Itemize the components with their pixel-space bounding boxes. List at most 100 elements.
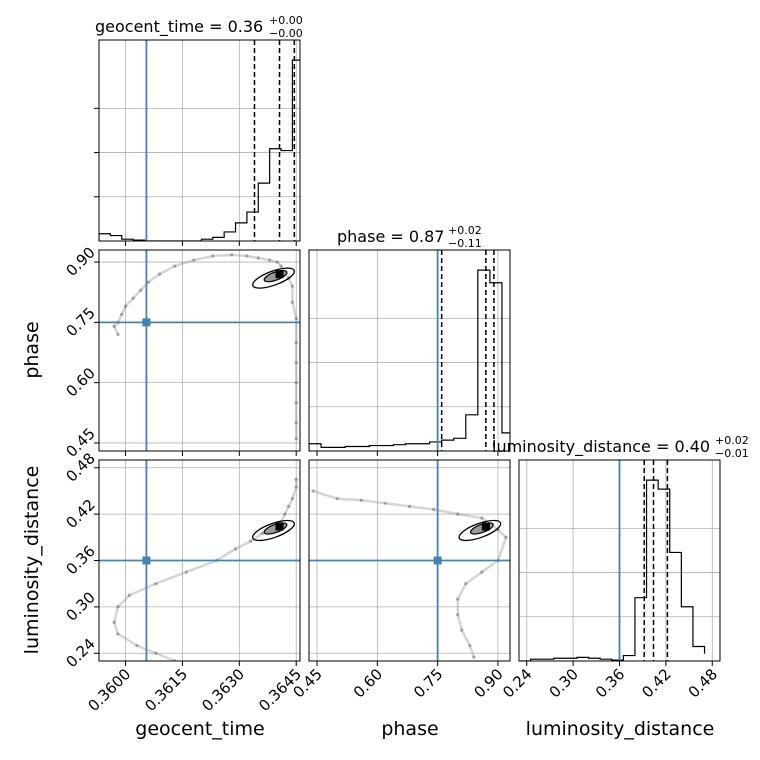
frames-layer — [98, 39, 721, 662]
panel-luminosity-distance-vs-geocent-time-sample-17 — [290, 497, 295, 501]
panel-luminosity-distance-vs-phase-sample-2 — [359, 498, 363, 502]
xtick-label-luminosity-distance-0: 0.24 — [499, 665, 535, 701]
ytick-label-phase-1: 0.60 — [62, 364, 98, 400]
panel-phase-vs-geocent-time-peak-marker — [275, 270, 284, 279]
panel-luminosity-distance-vs-phase-sample-4 — [407, 504, 412, 508]
panel-luminosity-distance-vs-geocent-time-group — [99, 460, 300, 661]
panel-luminosity-distance-vs-geocent-time-sample-6 — [127, 593, 131, 597]
panel-phase-vs-geocent-time-group — [99, 250, 300, 451]
panel-luminosity-distance-vs-phase-frame — [308, 459, 511, 662]
panel-luminosity-distance-vs-phase-truth-marker — [433, 556, 442, 565]
panel-phase-vs-geocent-time-sample-13 — [245, 254, 249, 258]
panel-phase-vs-geocent-time-sample-10 — [192, 258, 196, 262]
panel-luminosity-distance-vs-phase-sample-3 — [383, 501, 387, 505]
title-luminosity-distance: luminosity_distance = 0.40 — [492, 437, 710, 457]
title-luminosity-distance-median: 0.40 — [674, 437, 710, 456]
panel-luminosity-distance-vs-phase-sample-12 — [464, 582, 468, 586]
panel-luminosity-distance-vs-phase-sample-17 — [472, 655, 476, 659]
panel-phase-vs-geocent-time-sample-25 — [294, 381, 298, 385]
panel-phase-vs-geocent-time-sample-0 — [116, 332, 120, 337]
panel-phase-vs-geocent-time-sample-28 — [294, 437, 298, 441]
panel-luminosity-distance-vs-geocent-time-sample-16 — [287, 504, 291, 508]
panel-luminosity-distance-vs-geocent-time-sample-11 — [249, 539, 253, 543]
ytick-label-luminosity-distance-0: 0.24 — [62, 635, 98, 671]
panel-phase-vs-geocent-time-sample-7 — [146, 280, 150, 284]
panel-phase-vs-geocent-time-sample-24 — [294, 360, 298, 365]
hist-geocent-time-grid — [99, 40, 300, 241]
panel-phase-vs-geocent-time-sample-8 — [158, 272, 162, 276]
panel-luminosity-distance-vs-geocent-time-sample-10 — [233, 547, 238, 551]
title-phase-minus: −0.11 — [448, 237, 482, 250]
panel-luminosity-distance-vs-phase-sample-5 — [432, 507, 436, 512]
ytick-label-luminosity-distance-1: 0.30 — [62, 588, 98, 624]
hist-phase-frame — [308, 249, 511, 452]
hist-geocent-time-group — [99, 40, 300, 241]
panel-luminosity-distance-vs-phase-sample-1 — [335, 497, 339, 501]
hist-phase-grid — [309, 250, 510, 451]
title-luminosity-distance-plus: +0.02 — [715, 434, 749, 447]
xtick-label-luminosity-distance-4: 0.48 — [685, 665, 721, 701]
panel-luminosity-distance-vs-geocent-time-sample-8 — [184, 570, 188, 574]
xtick-label-geocent-time-0: 0.3600 — [85, 665, 135, 715]
xtick-label-geocent-time-2: 0.3630 — [198, 665, 248, 715]
panel-luminosity-distance-vs-phase-group — [309, 460, 510, 661]
title-geocent-time-plus: +0.00 — [269, 14, 303, 27]
panel-luminosity-distance-vs-geocent-time-sample-15 — [283, 512, 287, 516]
ylabel-luminosity-distance: luminosity_distance — [21, 466, 43, 655]
hist-phase-group — [309, 250, 510, 451]
panel-phase-vs-geocent-time-sample-5 — [131, 296, 135, 300]
panel-phase-vs-geocent-time-contour-outer — [252, 267, 295, 289]
hist-geocent-time-steps — [99, 59, 300, 241]
panel-phase-vs-geocent-time-sample-26 — [294, 401, 298, 405]
panel-luminosity-distance-vs-geocent-time-sample-3 — [116, 632, 120, 636]
panel-phase-vs-geocent-time-sample-23 — [294, 340, 298, 345]
title-geocent-time: geocent_time = 0.36 — [95, 17, 263, 37]
panel-phase-vs-geocent-time-truth-marker — [142, 318, 151, 327]
hist-phase-steps — [309, 269, 510, 451]
panel-luminosity-distance-vs-geocent-time-sample-19 — [294, 477, 298, 481]
title-geocent-time-median: 0.36 — [228, 17, 264, 36]
ytick-label-phase-2: 0.75 — [62, 304, 98, 340]
panel-phase-vs-geocent-time-sample-4 — [123, 304, 128, 308]
panel-luminosity-distance-vs-geocent-time-sample-4 — [112, 620, 116, 624]
title-luminosity-distance-text: luminosity_distance — [492, 437, 651, 457]
panel-phase-vs-geocent-time-sample-20 — [290, 284, 295, 288]
title-phase-median: 0.87 — [409, 227, 445, 246]
panel-luminosity-distance-vs-geocent-time-sample-5 — [116, 605, 120, 609]
panel-phase-vs-geocent-time-sample-27 — [294, 421, 298, 425]
xtick-label-luminosity-distance-3: 0.42 — [638, 665, 674, 701]
panel-luminosity-distance-vs-phase-sample-6 — [456, 512, 460, 516]
ytick-label-luminosity-distance-3: 0.42 — [62, 496, 98, 532]
panel-phase-vs-geocent-time-sample-16 — [275, 260, 279, 264]
panel-phase-vs-geocent-time-sample-6 — [139, 288, 143, 292]
panel-luminosity-distance-vs-phase-sample-7 — [480, 516, 484, 520]
xtick-label-luminosity-distance-2: 0.36 — [592, 665, 628, 701]
panel-luminosity-distance-vs-geocent-time-sample-1 — [154, 651, 158, 655]
panel-luminosity-distance-vs-phase-sample-13 — [456, 597, 460, 601]
grid-layer — [99, 40, 720, 661]
panel-luminosity-distance-vs-geocent-time-peak-marker — [275, 522, 284, 531]
panel-luminosity-distance-vs-geocent-time-truth-marker — [142, 556, 151, 565]
title-phase: phase = 0.87 — [337, 227, 444, 246]
panel-phase-vs-geocent-time-sample-15 — [268, 258, 272, 262]
xtick-label-phase-3: 0.90 — [470, 665, 506, 701]
panel-luminosity-distance-vs-phase-sample-15 — [460, 628, 464, 632]
panel-luminosity-distance-vs-phase-contour-outer — [458, 519, 502, 542]
panel-phase-vs-geocent-time-sample-trail — [112, 253, 298, 439]
panel-phase-vs-geocent-time-sample-11 — [211, 254, 215, 258]
hist-geocent-time-frame — [98, 39, 301, 242]
panel-phase-vs-geocent-time-sample-14 — [256, 256, 260, 260]
hist-luminosity-distance-group — [519, 460, 706, 661]
xtick-label-phase-1: 0.60 — [350, 665, 386, 701]
title-phase-plus: +0.02 — [448, 224, 482, 237]
panel-luminosity-distance-vs-geocent-time-sample-18 — [294, 485, 298, 489]
panel-luminosity-distance-vs-phase-sample-trail — [312, 489, 508, 658]
panel-luminosity-distance-vs-geocent-time-contour-outer — [252, 519, 295, 542]
panel-phase-vs-geocent-time-sample-21 — [290, 300, 295, 304]
panel-phase-vs-geocent-time-sample-17 — [279, 264, 283, 268]
panel-luminosity-distance-vs-phase-sample-14 — [456, 613, 460, 617]
panel-phase-vs-geocent-time-sample-9 — [173, 264, 177, 268]
title-geocent-time-minus: −0.00 — [269, 27, 303, 40]
ytick-label-phase-3: 0.90 — [62, 244, 98, 280]
